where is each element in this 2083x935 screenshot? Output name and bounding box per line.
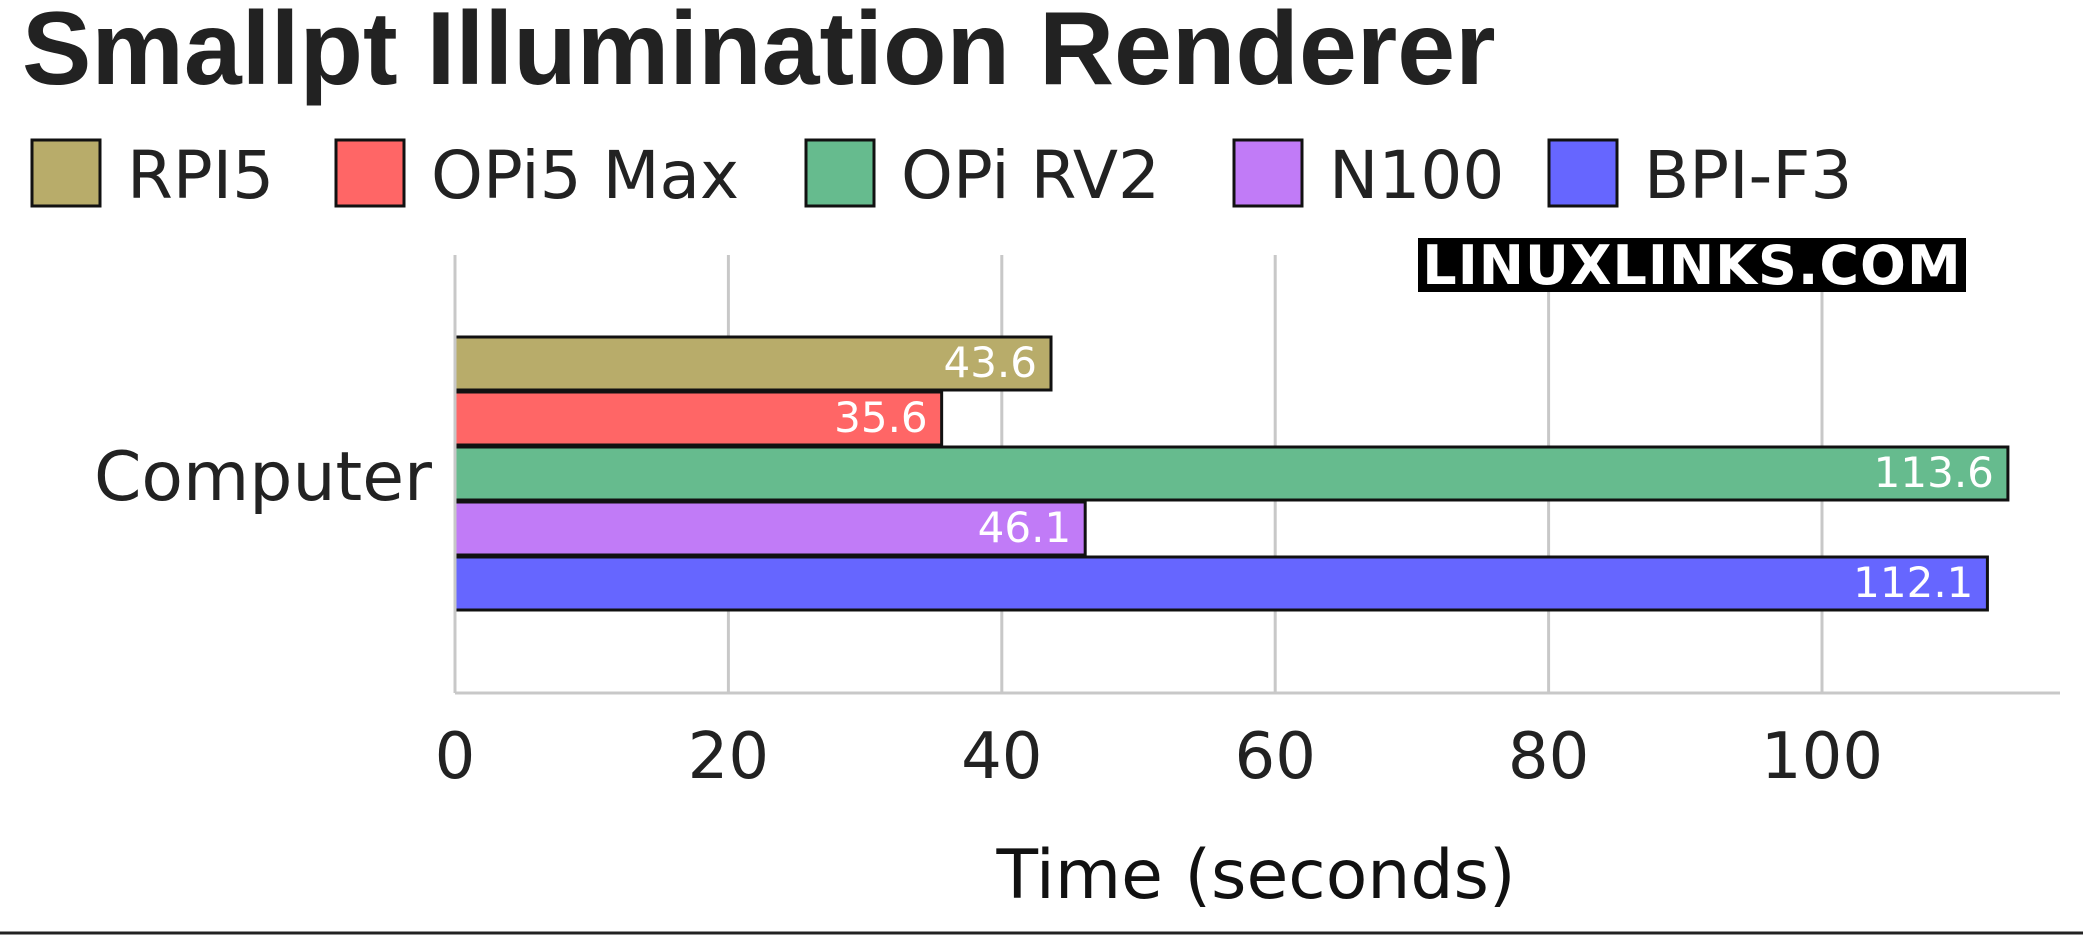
legend-label-4: BPI-F3 — [1644, 137, 1852, 214]
bar-value-label-2: 113.6 — [1874, 448, 1994, 497]
legend-label-0: RPI5 — [127, 137, 274, 214]
x-tick-label-4: 80 — [1508, 720, 1589, 794]
legend-swatch-0 — [30, 138, 102, 208]
x-tick-label-5: 100 — [1761, 720, 1883, 794]
legend-swatch-2 — [804, 138, 876, 208]
legend-label-1: OPi5 Max — [431, 137, 739, 214]
bar-value-label-0: 43.6 — [943, 338, 1037, 387]
bars: 43.6 35.6 113.6 46.1 112.1 — [453, 335, 2010, 612]
bar-value-label-4: 112.1 — [1853, 558, 1973, 607]
legend-swatch-3 — [1232, 138, 1304, 208]
bar-3 — [453, 500, 1087, 557]
x-axis-label: Time (seconds) — [995, 836, 1515, 915]
legend-swatch-4 — [1547, 138, 1619, 208]
chart-title: Smallpt Illumination Renderer — [22, 0, 1496, 107]
x-tick-label-0: 0 — [435, 720, 476, 794]
x-tick-label-1: 20 — [688, 720, 769, 794]
x-tick-label-2: 40 — [961, 720, 1042, 794]
bar-value-label-1: 35.6 — [834, 393, 928, 442]
watermark-text: LINUXLINKS.COM — [1422, 234, 1961, 297]
legend-swatch-1 — [334, 138, 406, 208]
x-tick-label-3: 60 — [1234, 720, 1315, 794]
legend: RPI5 OPi5 Max OPi RV2 N100 BPI-F3 — [30, 137, 1852, 214]
x-axis: 0 20 40 60 80 100 — [435, 255, 2060, 794]
bar-4 — [453, 555, 1989, 612]
bar-1 — [453, 390, 944, 447]
watermark-background — [1418, 238, 1966, 292]
bar-2 — [453, 445, 2010, 502]
legend-label-2: OPi RV2 — [901, 137, 1160, 214]
category-label: Computer — [94, 438, 432, 517]
legend-label-3: N100 — [1329, 137, 1504, 214]
watermark: LINUXLINKS.COM — [1418, 234, 1966, 297]
bar-value-label-3: 46.1 — [978, 503, 1072, 552]
